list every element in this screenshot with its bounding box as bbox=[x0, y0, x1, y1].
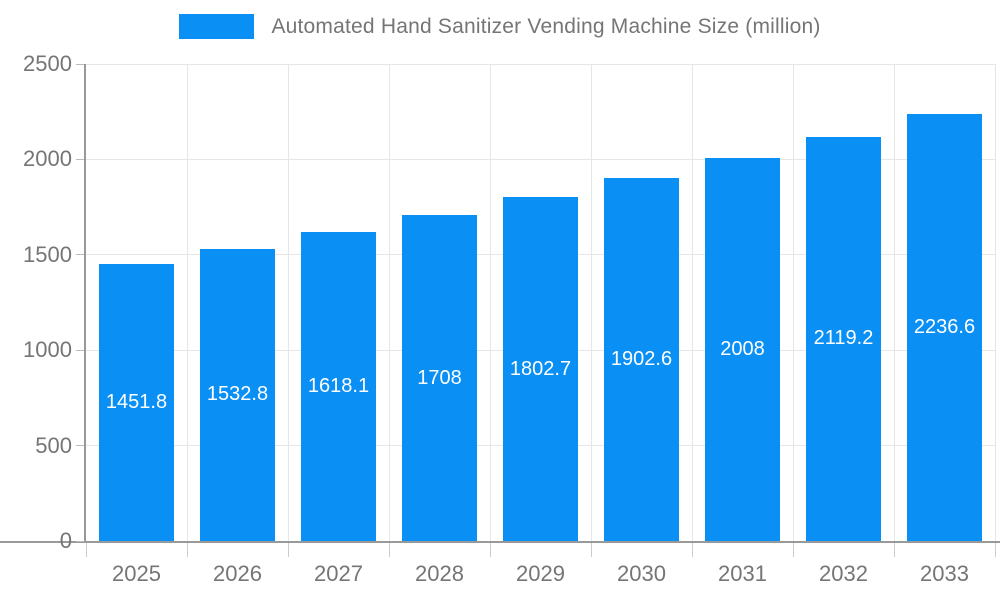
y-axis-tick bbox=[76, 445, 84, 447]
bar[interactable]: 1532.8 bbox=[199, 248, 276, 541]
x-axis-tick-label: 2029 bbox=[516, 561, 565, 586]
x-gridline bbox=[388, 64, 390, 541]
x-axis-tick bbox=[85, 543, 87, 557]
legend-label: Automated Hand Sanitizer Vending Machine… bbox=[271, 14, 821, 38]
bar[interactable]: 1902.6 bbox=[603, 177, 680, 541]
y-axis-tick bbox=[76, 540, 84, 542]
bar-value-label: 1451.8 bbox=[105, 391, 168, 413]
x-gridline bbox=[186, 64, 188, 541]
bar[interactable]: 1451.8 bbox=[98, 264, 175, 541]
y-axis-tick-label: 500 bbox=[35, 432, 72, 458]
x-axis-tick-label: 2031 bbox=[718, 561, 767, 586]
bar[interactable]: 2236.6 bbox=[906, 114, 983, 541]
bar[interactable]: 2008 bbox=[704, 157, 781, 541]
y-axis-tick bbox=[76, 349, 84, 351]
x-axis-line bbox=[0, 541, 1000, 543]
bar-value-label: 2119.2 bbox=[813, 327, 874, 350]
y-axis-tick-label: 0 bbox=[59, 528, 72, 553]
bar-value-label: 1708 bbox=[417, 366, 462, 389]
x-axis-tick-label: 2026 bbox=[213, 561, 262, 586]
bar-value-label: 1532.8 bbox=[206, 383, 269, 406]
x-axis-tick bbox=[388, 543, 390, 557]
x-gridline bbox=[489, 64, 491, 541]
y-gridline bbox=[86, 158, 995, 160]
legend-color-swatch bbox=[179, 14, 255, 39]
chart-legend: Automated Hand Sanitizer Vending Machine… bbox=[0, 14, 1000, 39]
x-axis-tick-label: 2027 bbox=[314, 561, 363, 586]
bar[interactable]: 1618.1 bbox=[300, 232, 377, 541]
y-axis-line bbox=[84, 64, 86, 541]
x-axis-tick bbox=[792, 543, 794, 557]
x-axis-tick-label: 2025 bbox=[112, 561, 161, 586]
y-gridline bbox=[86, 63, 995, 65]
bar-value-label: 1618.1 bbox=[307, 375, 370, 398]
x-axis-tick bbox=[287, 543, 289, 557]
x-gridline bbox=[994, 64, 996, 541]
x-gridline bbox=[893, 64, 895, 541]
x-axis-tick bbox=[590, 543, 592, 557]
x-axis-tick-label: 2030 bbox=[617, 561, 666, 586]
bar-value-label: 1802.7 bbox=[509, 357, 572, 380]
x-axis-tick-label: 2033 bbox=[920, 561, 969, 586]
y-axis-tick bbox=[76, 254, 84, 256]
y-axis-tick-label: 2500 bbox=[23, 51, 72, 76]
y-axis-tick-label: 1500 bbox=[23, 241, 72, 267]
plot-area: 0 500 1000 1500 2000 2500 1451.8 2025 1532.8 2026… bbox=[0, 51, 1000, 586]
y-axis-tick-label: 1000 bbox=[23, 337, 72, 363]
legend-item[interactable]: Automated Hand Sanitizer Vending Machine… bbox=[179, 14, 820, 39]
x-gridline bbox=[691, 64, 693, 541]
bar-value-label: 1902.6 bbox=[610, 347, 673, 370]
bar[interactable]: 1708 bbox=[401, 215, 478, 541]
x-axis-tick-label: 2032 bbox=[819, 561, 868, 586]
y-axis-tick bbox=[76, 63, 84, 65]
x-gridline bbox=[287, 64, 289, 541]
bar-value-label: 2008 bbox=[720, 337, 765, 360]
x-axis-tick bbox=[893, 543, 895, 557]
x-gridline bbox=[792, 64, 794, 541]
x-axis-tick bbox=[489, 543, 491, 557]
bar[interactable]: 1802.7 bbox=[502, 197, 579, 541]
x-axis-tick-label: 2028 bbox=[415, 561, 464, 586]
x-axis-tick bbox=[994, 543, 996, 557]
x-axis-tick bbox=[691, 543, 693, 557]
y-axis-tick-label: 2000 bbox=[23, 146, 72, 172]
x-gridline bbox=[590, 64, 592, 541]
x-axis-tick bbox=[186, 543, 188, 557]
bar-value-label: 2236.6 bbox=[913, 316, 976, 339]
bar[interactable]: 2119.2 bbox=[805, 136, 882, 541]
y-axis-tick bbox=[76, 158, 84, 160]
